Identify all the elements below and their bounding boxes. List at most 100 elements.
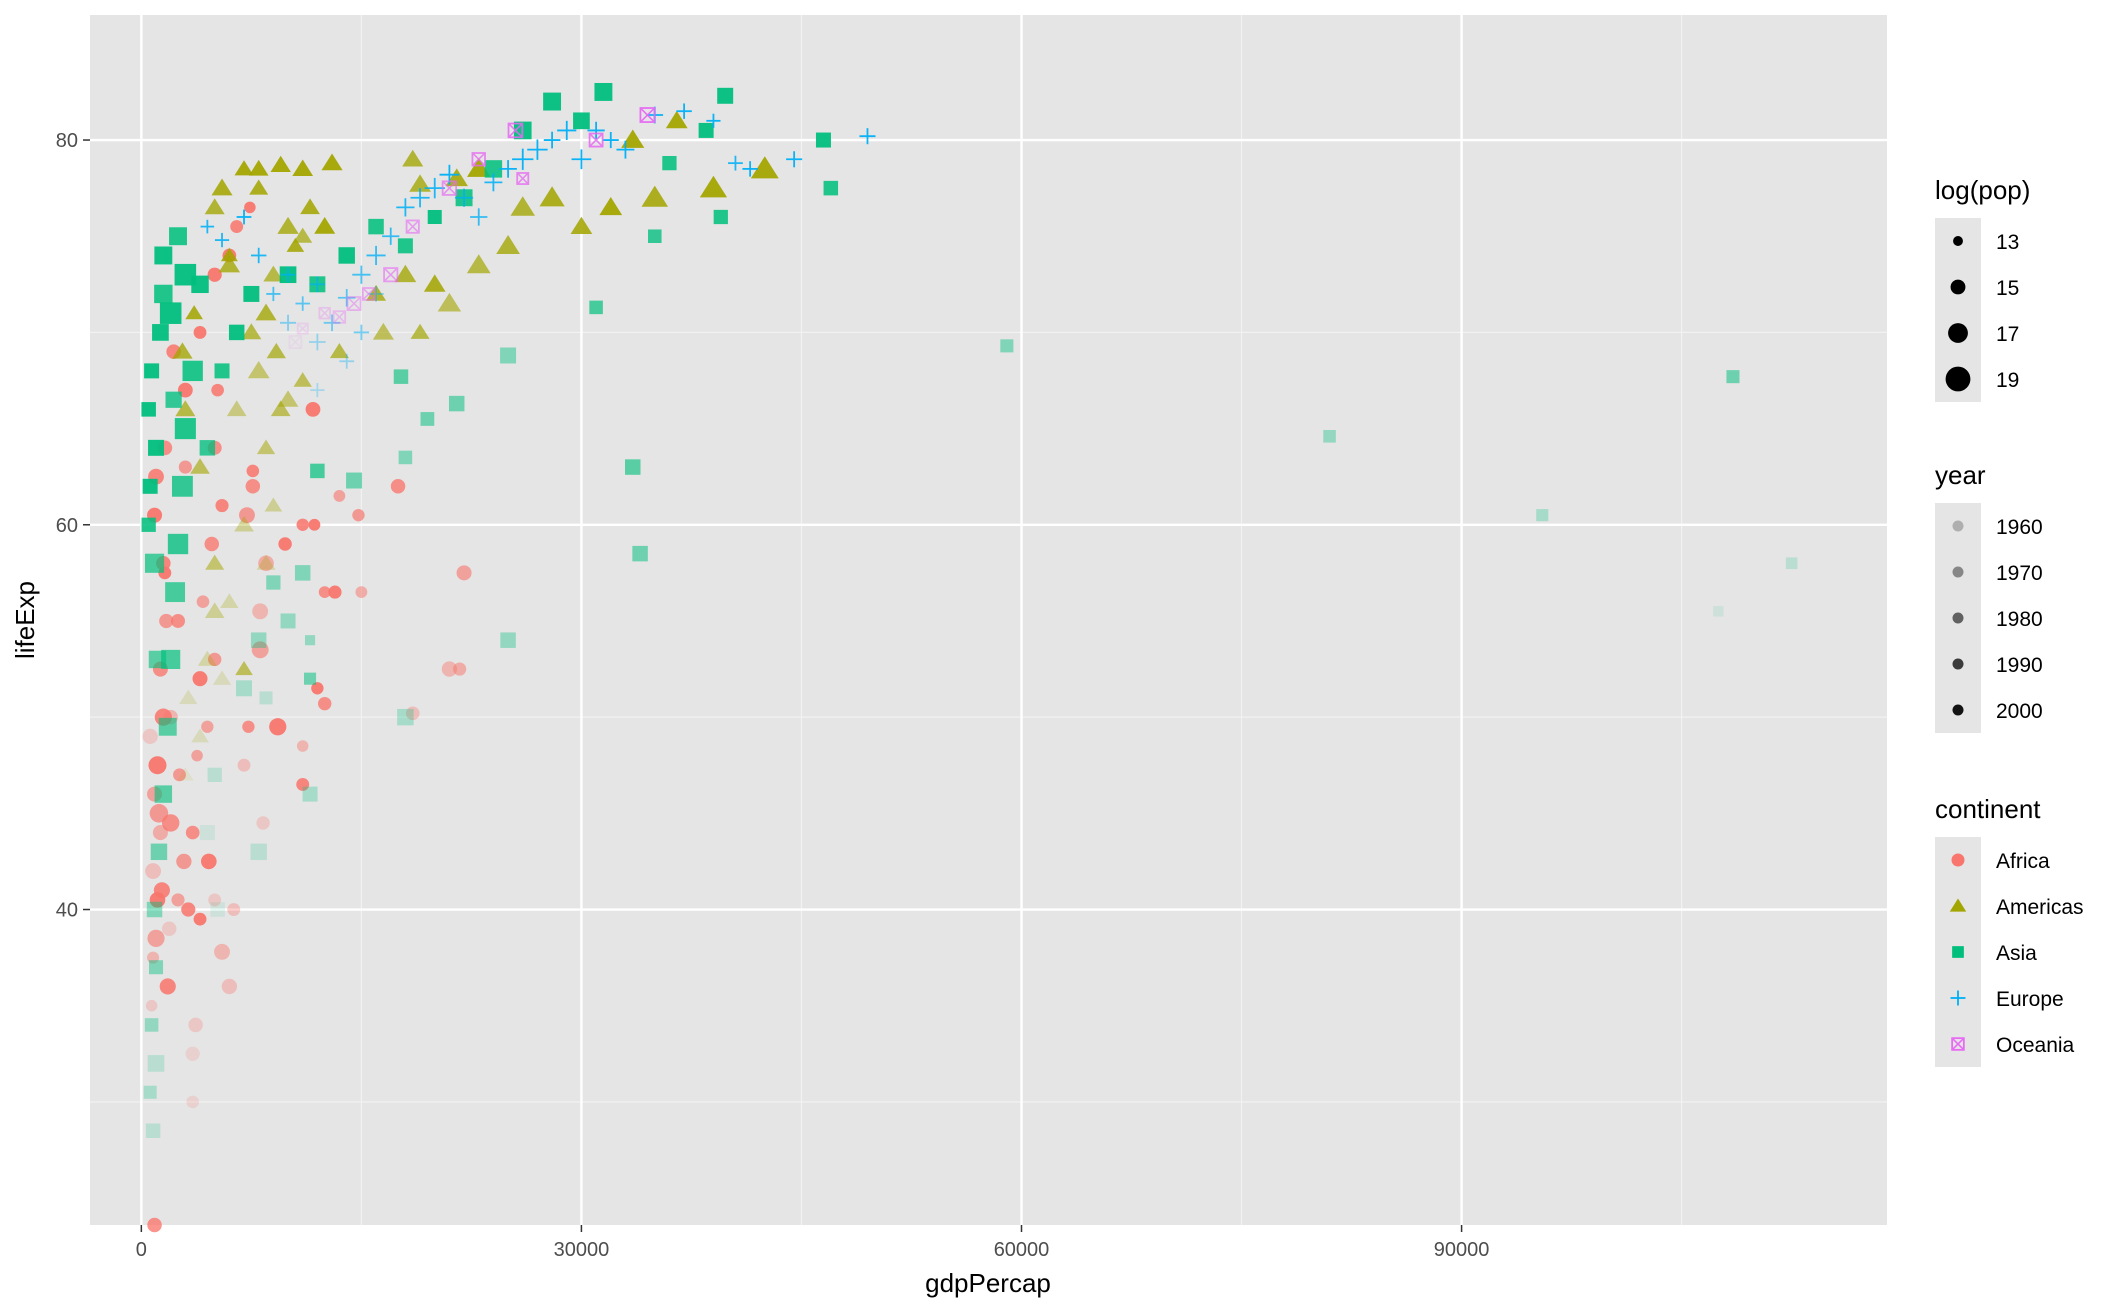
year-legend-key xyxy=(1952,612,1964,624)
data-point xyxy=(296,322,309,335)
data-point xyxy=(815,132,831,148)
size-legend-label: 15 xyxy=(1996,277,2019,300)
data-point xyxy=(632,545,648,562)
data-point xyxy=(424,177,445,199)
data-point xyxy=(448,395,465,412)
data-point xyxy=(292,159,314,176)
data-point xyxy=(145,1123,161,1138)
data-point xyxy=(247,360,270,379)
data-point xyxy=(310,463,325,479)
data-point xyxy=(141,402,156,417)
data-point xyxy=(182,360,203,382)
data-point xyxy=(191,749,203,762)
data-point xyxy=(304,672,317,685)
data-point xyxy=(353,324,370,341)
data-point xyxy=(328,585,342,599)
size-legend-key xyxy=(1948,323,1968,343)
data-point xyxy=(258,555,274,572)
year-legend: year 1960 1970 1980 1990 2000 xyxy=(1935,460,2043,733)
data-point xyxy=(171,613,185,628)
data-point xyxy=(621,129,645,148)
data-point xyxy=(149,960,164,975)
data-point xyxy=(165,391,182,408)
data-point xyxy=(208,893,222,907)
data-point xyxy=(278,537,292,551)
data-point xyxy=(266,575,281,590)
data-point xyxy=(310,383,325,398)
data-point xyxy=(250,247,267,264)
data-point xyxy=(339,353,355,369)
data-point xyxy=(245,479,261,494)
data-point xyxy=(305,401,321,417)
data-point xyxy=(713,209,728,225)
data-point xyxy=(266,286,281,302)
x-tick-label: 30000 xyxy=(554,1239,610,1261)
data-point xyxy=(185,305,203,320)
data-point xyxy=(259,691,273,705)
data-point xyxy=(201,853,217,870)
data-point xyxy=(441,180,458,196)
data-point xyxy=(405,219,420,234)
data-point xyxy=(143,1085,157,1099)
year-legend-label: 1990 xyxy=(1996,654,2043,677)
data-point xyxy=(161,921,177,937)
data-point xyxy=(355,586,368,599)
continent-legend: continent Africa Americas Asia Europe Oceani… xyxy=(1935,794,2084,1067)
data-point xyxy=(470,208,488,226)
data-point xyxy=(294,565,311,581)
data-point xyxy=(255,303,277,321)
data-point xyxy=(252,603,269,620)
series-africa xyxy=(142,201,472,1233)
data-point xyxy=(512,148,534,170)
data-point xyxy=(277,390,299,407)
data-point xyxy=(142,728,158,745)
size-legend-label: 13 xyxy=(1996,231,2019,254)
data-point xyxy=(368,286,384,302)
data-point xyxy=(396,198,415,217)
data-point xyxy=(211,383,224,397)
data-point xyxy=(500,347,517,364)
data-point xyxy=(437,292,462,312)
data-point xyxy=(167,533,189,555)
data-point xyxy=(249,179,269,195)
data-point xyxy=(557,120,577,141)
data-point xyxy=(270,400,291,417)
data-point xyxy=(420,412,435,426)
data-point xyxy=(144,363,160,379)
data-point xyxy=(145,999,158,1012)
data-point xyxy=(602,132,619,149)
data-point xyxy=(280,314,297,331)
data-point xyxy=(150,843,168,861)
data-point xyxy=(329,342,349,359)
data-point xyxy=(193,912,207,926)
data-point xyxy=(625,459,641,475)
data-point xyxy=(323,314,341,332)
data-point xyxy=(397,238,413,254)
data-point xyxy=(266,342,286,359)
data-point xyxy=(300,198,320,215)
data-point xyxy=(174,263,197,286)
data-point xyxy=(214,943,230,960)
data-point xyxy=(179,689,198,705)
data-point xyxy=(616,140,635,159)
data-point xyxy=(147,1217,162,1233)
data-point xyxy=(314,217,336,234)
data-point xyxy=(599,197,623,216)
data-point xyxy=(214,232,230,248)
data-point xyxy=(221,978,238,995)
size-legend-key xyxy=(1945,366,1971,392)
x-tick-label: 0 xyxy=(136,1239,147,1261)
continent-legend-key xyxy=(1951,853,1965,867)
data-point xyxy=(296,740,309,752)
data-point xyxy=(236,209,252,225)
data-point xyxy=(1726,370,1740,384)
data-point xyxy=(188,1017,203,1033)
data-point xyxy=(308,518,321,531)
y-tick-label: 60 xyxy=(56,515,78,537)
data-point xyxy=(161,814,180,832)
data-point xyxy=(311,682,324,695)
data-point xyxy=(159,613,174,629)
data-point xyxy=(207,767,222,782)
data-point xyxy=(594,82,613,101)
data-point xyxy=(288,335,303,349)
